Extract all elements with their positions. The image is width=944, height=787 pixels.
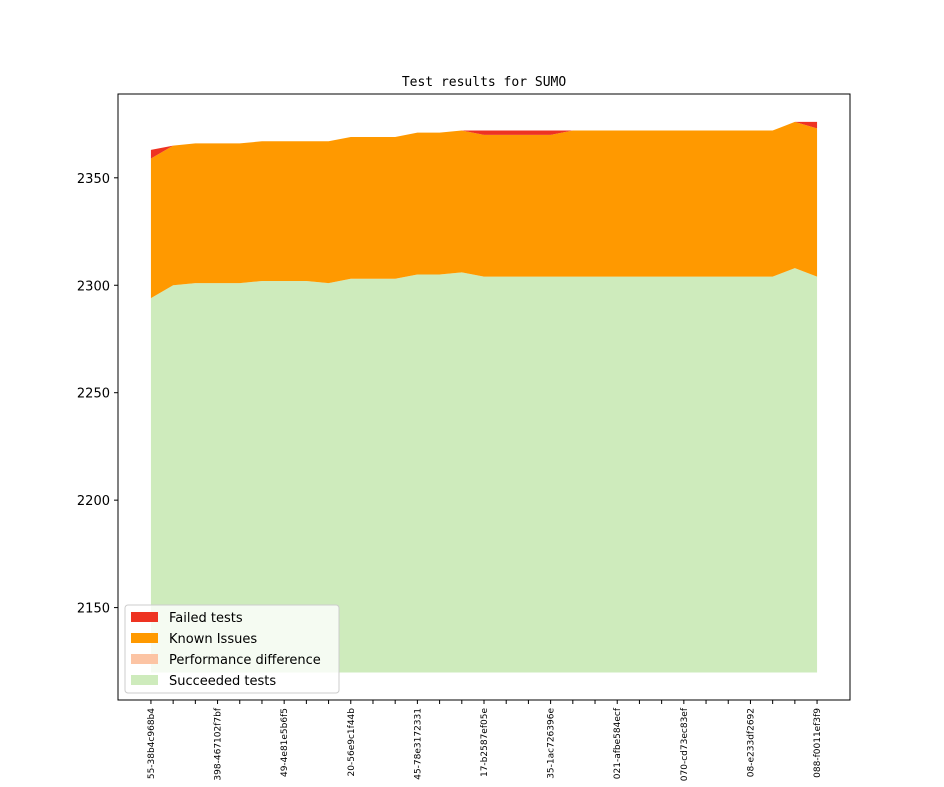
- plot-area: [150, 121, 818, 673]
- x-tick-label: 021-afbe584ecf: [613, 707, 623, 779]
- area: [150, 121, 818, 299]
- legend-label: Performance difference: [169, 653, 321, 668]
- legend-label: Succeeded tests: [169, 674, 276, 689]
- legend-swatch: [131, 612, 158, 622]
- x-tick-label: 49-4e81e5b6f5: [280, 708, 290, 777]
- legend-swatch: [131, 654, 158, 664]
- legend-swatch: [131, 633, 158, 643]
- area: [150, 268, 818, 673]
- x-tick-label: 45-78e3172331: [413, 708, 423, 780]
- legend: Failed tests Known Issues Performance diff…: [124, 604, 340, 694]
- y-tick-label: 2200: [77, 494, 110, 509]
- x-tick-label: 17-b2587ef05e: [480, 708, 490, 777]
- x-tick-label: 088-f0011ef3f9: [813, 708, 823, 778]
- x-tick-label: 08-e233df2692: [746, 708, 756, 777]
- y-tick-label: 2350: [77, 172, 110, 187]
- x-tick-label: 20-56e9c1f44b: [347, 708, 357, 777]
- legend-swatch: [131, 675, 158, 685]
- x-tick-label: 55-38b4c968b4: [147, 708, 157, 779]
- y-tick-label: 2250: [77, 387, 110, 402]
- legend-box: [124, 604, 340, 694]
- y-tick-label: 2300: [77, 279, 110, 294]
- legend-label: Known Issues: [169, 632, 257, 647]
- legend-label: Failed tests: [169, 611, 243, 626]
- x-tick-label: 070-cd73ec83ef: [680, 707, 690, 781]
- y-tick-label: 2150: [77, 602, 110, 617]
- x-tick-label: 35-1ac726396e: [547, 708, 557, 779]
- x-tick-label: 398-467102f7bf: [214, 707, 224, 780]
- chart-title: Test results for SUMO: [402, 75, 567, 90]
